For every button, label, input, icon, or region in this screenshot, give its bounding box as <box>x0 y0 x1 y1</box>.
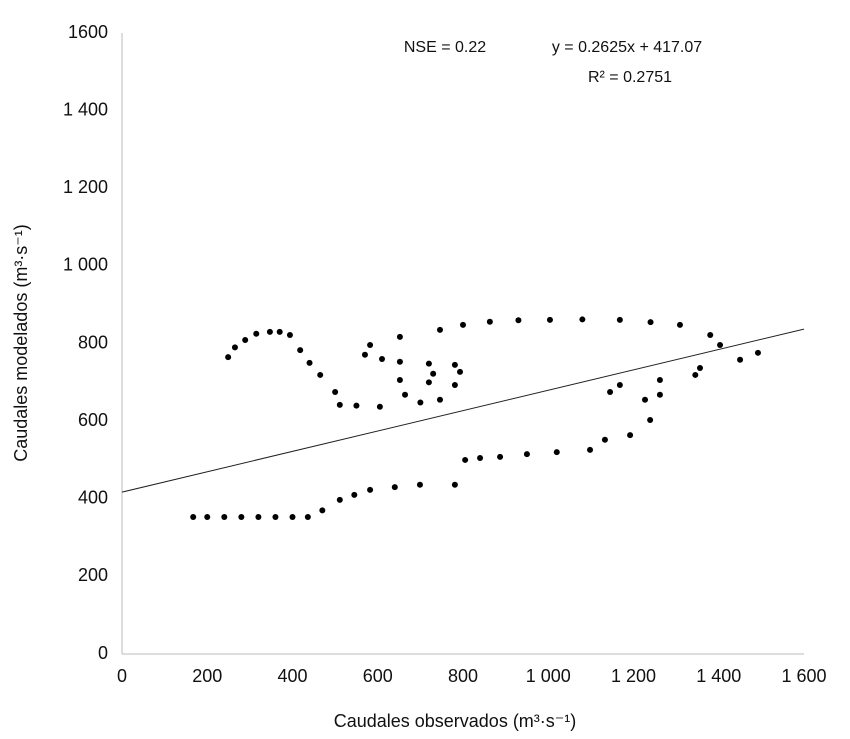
point <box>367 342 374 349</box>
point <box>642 396 649 403</box>
point <box>242 337 249 344</box>
point <box>457 368 464 375</box>
point <box>696 364 703 371</box>
point <box>707 331 714 338</box>
point <box>587 446 594 453</box>
point <box>717 342 724 349</box>
point <box>396 376 403 383</box>
point <box>289 513 296 520</box>
point <box>425 360 432 367</box>
x-tick-label: 1 400 <box>696 666 741 686</box>
point <box>616 316 623 323</box>
point <box>276 328 283 335</box>
x-tick-label: 1 200 <box>611 666 656 686</box>
point <box>336 401 343 408</box>
point <box>579 316 586 323</box>
point <box>272 513 279 520</box>
point <box>601 436 608 443</box>
point <box>416 481 423 488</box>
point <box>336 496 343 503</box>
point <box>402 391 409 398</box>
point <box>204 513 211 520</box>
point <box>297 347 304 354</box>
annotation: R² = 0.2751 <box>588 69 672 86</box>
point <box>647 416 654 423</box>
point <box>627 432 634 439</box>
y-axis-label: Caudales modelados (m³·s⁻¹) <box>11 224 31 462</box>
point <box>460 321 466 328</box>
annotation: NSE = 0.22 <box>404 39 486 56</box>
point <box>231 344 238 351</box>
point <box>523 451 530 458</box>
trendline <box>121 328 805 493</box>
x-tick-label: 200 <box>192 666 222 686</box>
point <box>656 376 663 383</box>
point <box>286 331 293 338</box>
point <box>225 354 232 361</box>
y-tick-label: 1 400 <box>63 99 108 119</box>
point <box>676 321 683 328</box>
point <box>451 382 458 389</box>
point <box>430 370 437 377</box>
point <box>221 513 228 520</box>
point <box>477 454 484 461</box>
y-tick-label: 200 <box>78 565 108 585</box>
point <box>304 513 311 520</box>
point <box>396 358 403 365</box>
point <box>255 513 262 520</box>
point <box>317 371 324 378</box>
point <box>553 449 560 456</box>
point <box>379 356 386 363</box>
y-tick-label: 0 <box>98 643 108 663</box>
point <box>266 328 273 335</box>
y-tick-label: 1600 <box>68 22 108 42</box>
y-tick-label: 400 <box>78 488 108 508</box>
y-tick-label: 800 <box>78 332 108 352</box>
point <box>425 379 432 386</box>
point <box>391 484 398 491</box>
point <box>616 382 623 389</box>
point <box>486 318 493 325</box>
point <box>692 371 699 378</box>
point <box>451 361 458 368</box>
point <box>376 403 383 410</box>
point <box>396 333 403 340</box>
x-axis-label: Caudales observados (m³·s⁻¹) <box>334 711 577 731</box>
point <box>417 399 424 406</box>
x-tick-label: 400 <box>277 666 307 686</box>
point <box>361 351 368 358</box>
point <box>238 513 245 520</box>
y-tick-label: 1 000 <box>63 255 108 275</box>
x-tick-label: 0 <box>117 666 127 686</box>
point <box>253 330 260 337</box>
point <box>351 491 358 498</box>
x-tick-label: 1 000 <box>526 666 571 686</box>
point <box>607 389 614 396</box>
annotation: y = 0.2625x + 417.07 <box>552 39 702 56</box>
point <box>497 453 504 460</box>
point <box>332 389 339 396</box>
point <box>737 356 744 363</box>
x-tick-label: 600 <box>363 666 393 686</box>
point <box>647 319 654 326</box>
point <box>319 507 326 514</box>
point <box>656 391 663 398</box>
x-tick-label: 1 600 <box>781 666 826 686</box>
point <box>754 349 761 356</box>
point <box>306 359 313 366</box>
x-tick-label: 800 <box>448 666 478 686</box>
point <box>367 486 374 493</box>
point <box>451 481 458 488</box>
point <box>353 402 360 409</box>
point <box>462 456 469 463</box>
point <box>436 326 443 333</box>
point <box>546 316 553 323</box>
point <box>190 513 197 520</box>
y-tick-label: 1 200 <box>63 177 108 197</box>
y-tick-label: 600 <box>78 410 108 430</box>
point <box>436 396 443 403</box>
point <box>515 317 522 324</box>
